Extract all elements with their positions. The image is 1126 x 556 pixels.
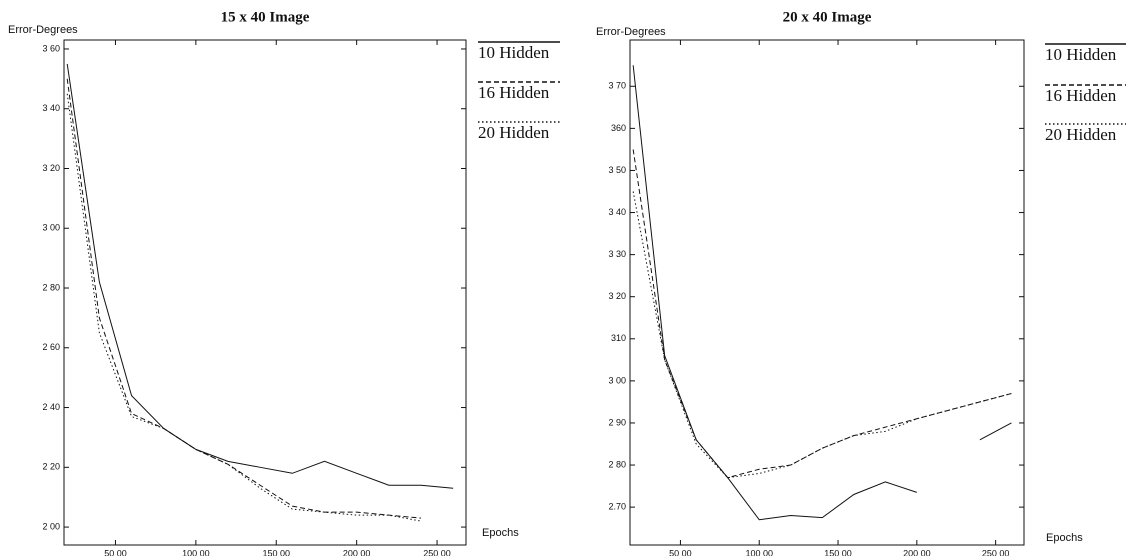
plot-frame — [63, 39, 467, 546]
y-tick-label: 3 30 — [608, 249, 626, 259]
y-tick-label: 2 90 — [608, 417, 626, 427]
y-tick-label: 3 40 — [42, 103, 60, 113]
plot-frame — [629, 39, 1025, 546]
y-tick-label: 2 40 — [42, 402, 60, 412]
series-line — [632, 65, 1012, 521]
y-tick-label: 360 — [611, 123, 626, 133]
y-tick-label: 3 00 — [42, 223, 60, 233]
y-tick-label: 3 60 — [42, 43, 60, 53]
chart-title: 15 x 40 Image — [221, 9, 310, 25]
series-line — [66, 78, 422, 519]
x-tick-label: 250 00 — [982, 548, 1010, 556]
series-line — [632, 191, 1012, 479]
chart-title: 20 x 40 Image — [783, 9, 872, 25]
legend-label: 20 Hidden — [1045, 125, 1117, 144]
y-tick-label: 2 00 — [42, 521, 60, 531]
y-axis-label: Error-Degrees — [596, 26, 666, 38]
y-tick-label: 310 — [611, 333, 626, 343]
x-tick-label: 100 00 — [182, 548, 210, 556]
legend-label: 20 Hidden — [478, 123, 550, 142]
x-tick-label: 150 00 — [824, 548, 852, 556]
legend-label: 16 Hidden — [478, 83, 550, 102]
y-tick-label: 3 70 — [608, 81, 626, 91]
series-line — [66, 93, 422, 522]
y-tick-label: 2 20 — [42, 462, 60, 472]
y-tick-label: 2.70 — [608, 502, 626, 512]
y-tick-label: 3 00 — [608, 375, 626, 385]
x-tick-label: 150 00 — [262, 548, 290, 556]
legend-label: 10 Hidden — [478, 43, 550, 62]
y-tick-label: 3 20 — [608, 291, 626, 301]
x-axis-label: Epochs — [1046, 532, 1083, 544]
series-line — [66, 63, 454, 489]
y-tick-label: 2 60 — [42, 342, 60, 352]
y-tick-label: 3 50 — [608, 165, 626, 175]
y-tick-label: 3 40 — [608, 207, 626, 217]
legend-label: 16 Hidden — [1045, 86, 1117, 105]
series-line — [632, 149, 1012, 479]
y-tick-label: 2 80 — [42, 282, 60, 292]
x-tick-label: 50 00 — [104, 548, 127, 556]
x-tick-label: 200 00 — [343, 548, 371, 556]
legend-label: 10 Hidden — [1045, 45, 1117, 64]
x-axis-label: Epochs — [482, 527, 519, 539]
y-tick-label: 3 20 — [42, 163, 60, 173]
x-tick-label: 100 00 — [745, 548, 773, 556]
y-tick-label: 2 80 — [608, 459, 626, 469]
y-axis-label: Error-Degrees — [8, 24, 78, 36]
x-tick-label: 200 00 — [903, 548, 931, 556]
x-tick-label: 50 00 — [669, 548, 692, 556]
x-tick-label: 250 00 — [423, 548, 451, 556]
